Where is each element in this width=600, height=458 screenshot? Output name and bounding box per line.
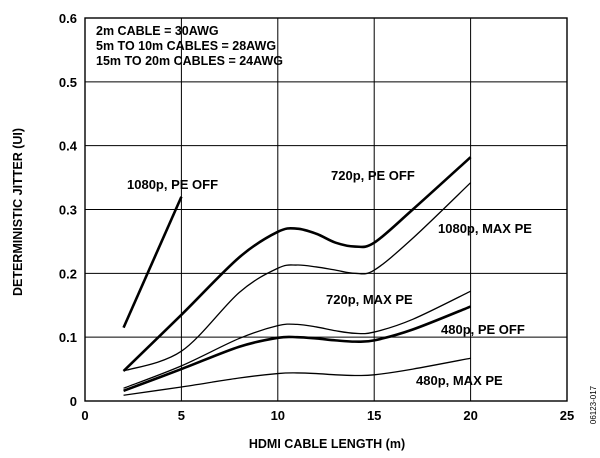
note-line-2: 5m TO 10m CABLES = 28AWG [96,39,276,53]
y-tick-label: 0.6 [59,11,77,26]
x-tick-label: 0 [81,408,88,423]
label-720p-pe-off: 720p, PE OFF [331,168,415,183]
series-line-1080p-max-pe [123,182,472,372]
label-480p-pe-off: 480p, PE OFF [441,322,525,337]
figure-id: 06123-017 [589,385,598,424]
x-axis-title: HDMI CABLE LENGTH (m) [249,437,405,451]
y-tick-label: 0 [70,394,77,409]
y-tick-label: 0.3 [59,203,77,218]
y-tick-label: 0.2 [59,266,77,281]
y-tick-label: 0.5 [59,75,77,90]
series-labels: 1080p, PE OFF 720p, PE OFF 1080p, MAX PE… [127,168,532,388]
plot-frame [84,17,568,402]
grid [85,18,567,401]
x-tick-label: 10 [271,408,285,423]
y-tick-label: 0.1 [59,330,77,345]
series-line-1080p-pe-off [122,196,183,329]
x-tick-label: 5 [178,408,185,423]
series-line-720p-max-pe [123,290,471,389]
label-1080p-max-pe: 1080p, MAX PE [438,221,532,236]
x-tick-label: 15 [367,408,381,423]
y-axis-title: DETERMINISTIC JITTER (UI) [11,128,25,296]
x-tick-label: 20 [463,408,477,423]
label-720p-max-pe: 720p, MAX PE [326,292,413,307]
y-tick-labels: 0 0.1 0.2 0.3 0.4 0.5 0.6 [59,11,78,409]
x-tick-label: 25 [560,408,574,423]
cable-notes: 2m CABLE = 30AWG 5m TO 10m CABLES = 28AW… [96,24,283,68]
series-line-720p-pe-off [122,156,472,372]
label-480p-max-pe: 480p, MAX PE [416,373,503,388]
note-line-1: 2m CABLE = 30AWG [96,24,219,38]
y-tick-label: 0.4 [59,139,78,154]
series-line-480p-pe-off [123,305,472,393]
label-1080p-pe-off: 1080p, PE OFF [127,177,218,192]
series-lines [122,156,472,396]
x-tick-labels: 0 5 10 15 20 25 [81,408,574,423]
note-line-3: 15m TO 20m CABLES = 24AWG [96,54,283,68]
series-line-480p-max-pe [123,357,471,396]
